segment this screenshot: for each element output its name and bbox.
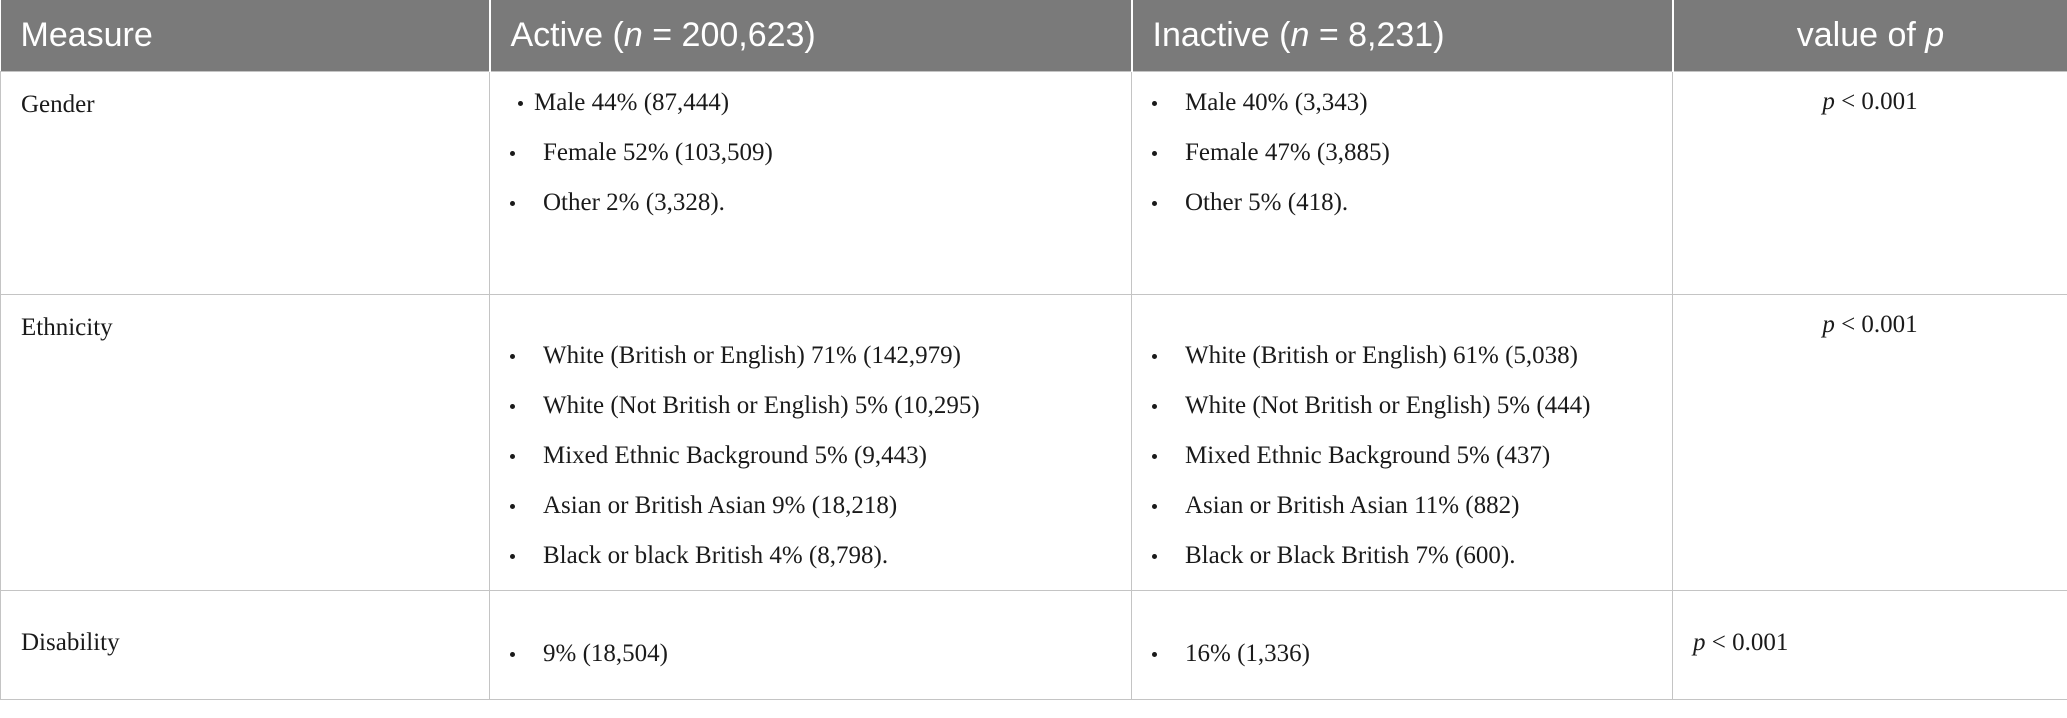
list-item: Male 40% (3,343) — [1132, 78, 1672, 128]
active-list: 9% (18,504) — [490, 591, 1131, 679]
list-item: Asian or British Asian 11% (882) — [1132, 481, 1672, 531]
list-item: Male 44% (87,444) — [490, 78, 1131, 128]
list-item: Mixed Ethnic Background 5% (437) — [1132, 431, 1672, 481]
inactive-list: 16% (1,336) — [1132, 591, 1672, 679]
measure-label: Disability — [21, 628, 120, 656]
table-row: Disability 9% (18,504) 16% (1,336) p < 0… — [0, 589, 2067, 700]
inactive-list: Male 40% (3,343) Female 47% (3,885) Othe… — [1132, 72, 1672, 228]
list-item: Other 2% (3,328). — [490, 178, 1131, 228]
inactive-cell: White (British or English) 61% (5,038) W… — [1131, 293, 1673, 591]
measure-label: Ethnicity — [21, 313, 113, 341]
header-row: Measure Active (n = 200,623) Inactive (n… — [0, 0, 2067, 71]
header-inactive: Inactive (n = 8,231) — [1131, 0, 1674, 71]
list-item: 9% (18,504) — [490, 629, 1131, 679]
active-cell: 9% (18,504) — [489, 589, 1132, 700]
measure-label: Gender — [21, 90, 95, 118]
list-item: Asian or British Asian 9% (18,218) — [490, 481, 1131, 531]
measure-cell: Disability — [0, 589, 490, 700]
list-item: Black or Black British 7% (600). — [1132, 531, 1672, 581]
table-row: Ethnicity White (British or English) 71%… — [0, 293, 2067, 591]
p-value: p < 0.001 — [1822, 310, 1918, 338]
table-row: Gender Male 44% (87,444) Female 52% (103… — [0, 70, 2067, 295]
inactive-list: White (British or English) 61% (5,038) W… — [1132, 295, 1672, 581]
header-p-value: value of p — [1672, 0, 2067, 71]
p-value: p < 0.001 — [1693, 628, 1789, 656]
active-list: White (British or English) 71% (142,979)… — [490, 295, 1131, 581]
p-value-cell: p < 0.001 — [1672, 589, 2067, 700]
list-item: Black or black British 4% (8,798). — [490, 531, 1131, 581]
active-cell: Male 44% (87,444) Female 52% (103,509) O… — [489, 70, 1132, 295]
list-item: White (Not British or English) 5% (10,29… — [490, 381, 1131, 431]
active-list: Male 44% (87,444) Female 52% (103,509) O… — [490, 72, 1131, 228]
header-active: Active (n = 200,623) — [489, 0, 1133, 71]
measure-cell: Gender — [0, 70, 490, 295]
list-item: Other 5% (418). — [1132, 178, 1672, 228]
active-cell: White (British or English) 71% (142,979)… — [489, 293, 1132, 591]
inactive-cell: Male 40% (3,343) Female 47% (3,885) Othe… — [1131, 70, 1673, 295]
list-item: Mixed Ethnic Background 5% (9,443) — [490, 431, 1131, 481]
p-value: p < 0.001 — [1822, 87, 1918, 115]
list-item: 16% (1,336) — [1132, 629, 1672, 679]
list-item: White (British or English) 61% (5,038) — [1132, 331, 1672, 381]
p-value-cell: p < 0.001 — [1672, 293, 2067, 591]
inactive-cell: 16% (1,336) — [1131, 589, 1673, 700]
demographics-table: Measure Active (n = 200,623) Inactive (n… — [0, 0, 2067, 700]
list-item: Female 52% (103,509) — [490, 128, 1131, 178]
measure-cell: Ethnicity — [0, 293, 490, 591]
header-measure: Measure — [0, 0, 491, 71]
p-value-cell: p < 0.001 — [1672, 70, 2067, 295]
list-item: Female 47% (3,885) — [1132, 128, 1672, 178]
list-item: White (British or English) 71% (142,979) — [490, 331, 1131, 381]
list-item: White (Not British or English) 5% (444) — [1132, 381, 1672, 431]
